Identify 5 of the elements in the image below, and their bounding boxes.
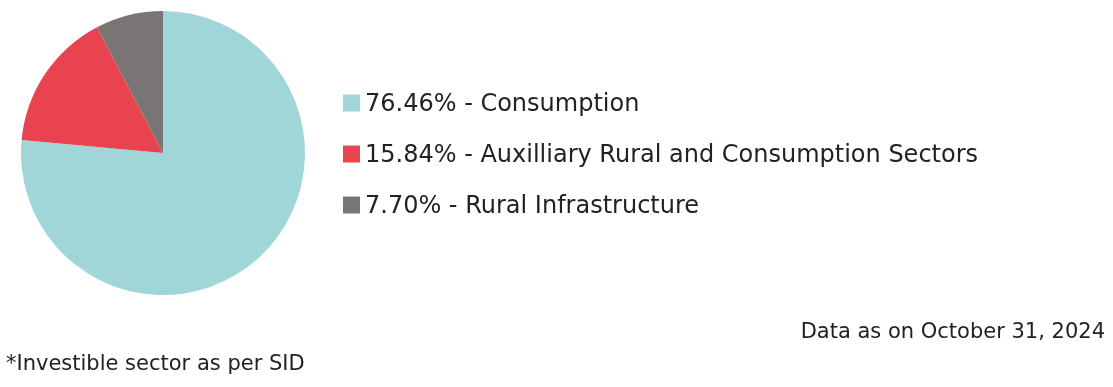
legend-label: 76.46% - Consumption xyxy=(365,89,640,117)
legend-label: 15.84% - Auxilliary Rural and Consumption Sectors xyxy=(365,140,979,168)
text: Data as on October 31, 2024 xyxy=(800,318,1106,343)
text: *Investible sector as per SID xyxy=(6,350,305,375)
legend-label: 7.70% - Rural Infrastructure xyxy=(365,191,700,219)
